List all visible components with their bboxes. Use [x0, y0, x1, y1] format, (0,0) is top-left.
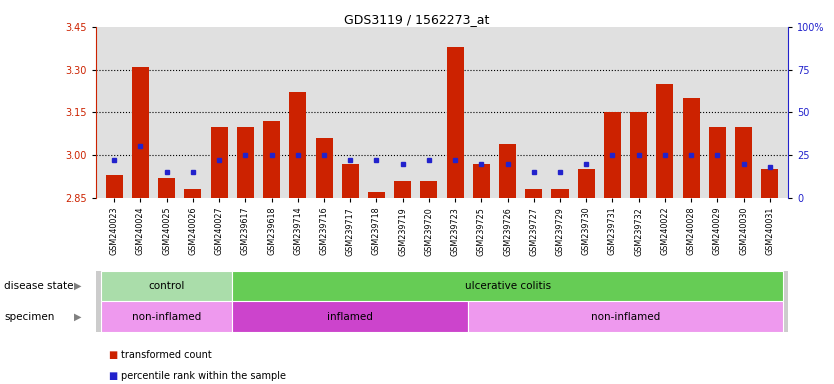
- Bar: [656, 84, 673, 198]
- Text: specimen: specimen: [4, 312, 54, 322]
- Bar: [394, 180, 411, 198]
- Bar: [158, 178, 175, 198]
- Bar: [315, 138, 333, 198]
- Bar: [499, 144, 516, 198]
- Text: transformed count: transformed count: [121, 350, 212, 360]
- Bar: [132, 67, 149, 198]
- Bar: [106, 175, 123, 198]
- Text: ■: ■: [108, 350, 118, 360]
- Bar: [682, 98, 700, 198]
- Bar: [420, 180, 437, 198]
- Bar: [473, 164, 490, 198]
- Text: GDS3119 / 1562273_at: GDS3119 / 1562273_at: [344, 13, 490, 26]
- Bar: [709, 127, 726, 198]
- Bar: [237, 127, 254, 198]
- Text: disease state: disease state: [4, 281, 73, 291]
- Bar: [342, 164, 359, 198]
- Bar: [232, 271, 783, 301]
- Bar: [263, 121, 280, 198]
- Text: ▶: ▶: [74, 281, 82, 291]
- Bar: [184, 189, 202, 198]
- Bar: [232, 301, 468, 332]
- Bar: [551, 189, 569, 198]
- Bar: [289, 93, 306, 198]
- Text: percentile rank within the sample: percentile rank within the sample: [121, 371, 286, 381]
- Bar: [447, 47, 464, 198]
- Bar: [101, 271, 232, 301]
- Text: non-inflamed: non-inflamed: [132, 312, 201, 322]
- Bar: [631, 113, 647, 198]
- Bar: [604, 113, 621, 198]
- Bar: [368, 192, 385, 198]
- Text: ulcerative colitis: ulcerative colitis: [465, 281, 550, 291]
- Text: ▶: ▶: [74, 312, 82, 322]
- Bar: [211, 127, 228, 198]
- Bar: [578, 169, 595, 198]
- Bar: [735, 127, 752, 198]
- Text: control: control: [148, 281, 185, 291]
- Bar: [761, 169, 778, 198]
- Text: inflamed: inflamed: [327, 312, 373, 322]
- Text: non-inflamed: non-inflamed: [591, 312, 661, 322]
- Bar: [468, 301, 783, 332]
- Bar: [101, 301, 232, 332]
- Bar: [525, 189, 542, 198]
- Text: ■: ■: [108, 371, 118, 381]
